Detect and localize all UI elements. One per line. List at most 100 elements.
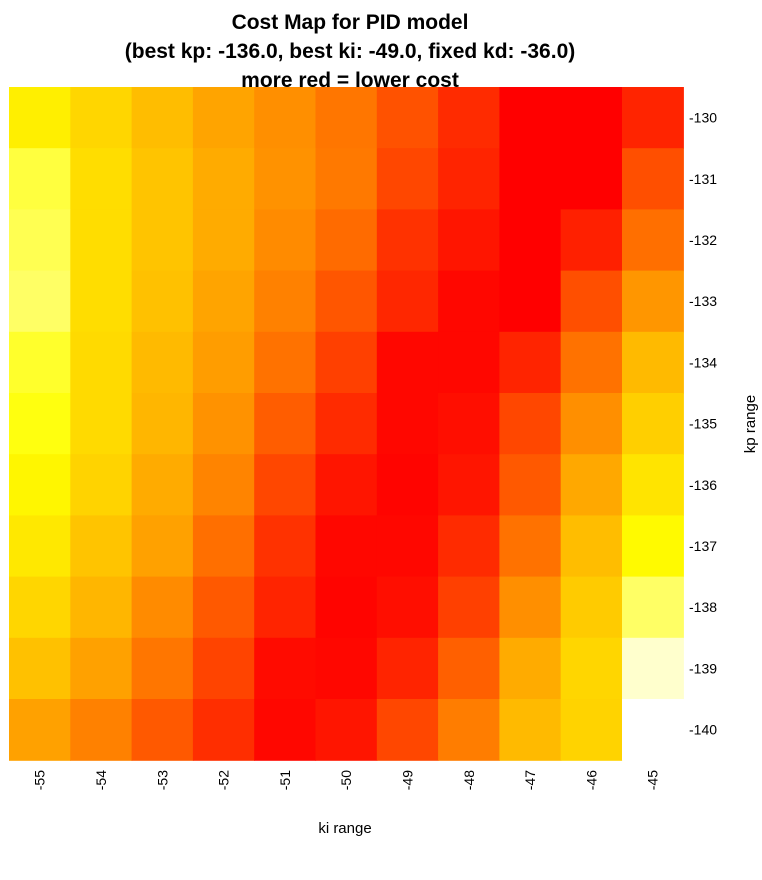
y-tick-label: -136 <box>689 477 717 493</box>
heatmap-cell <box>560 331 623 394</box>
heatmap-cell <box>438 87 500 149</box>
y-tick-label: -132 <box>689 232 717 248</box>
heatmap-cell <box>315 699 378 761</box>
heatmap-cell <box>438 270 500 333</box>
heatmap-cell <box>622 454 684 516</box>
heatmap-cell <box>560 393 623 455</box>
heatmap-cell <box>560 270 623 333</box>
x-tick-label: -55 <box>32 770 48 790</box>
heatmap-cell <box>9 699 71 761</box>
heatmap-cell <box>438 209 500 272</box>
heatmap-cell <box>622 393 684 455</box>
heatmap-cell <box>254 393 317 455</box>
heatmap-cell <box>376 454 439 516</box>
heatmap-cell <box>315 637 378 700</box>
heatmap-cell <box>192 209 255 272</box>
heatmap-cell <box>254 331 317 394</box>
heatmap-cell <box>70 515 133 578</box>
x-tick-label: -48 <box>461 770 477 790</box>
heatmap-cell <box>622 515 684 578</box>
heatmap-cell <box>131 393 194 455</box>
heatmap-cell <box>9 270 71 333</box>
heatmap-cell <box>192 454 255 516</box>
heatmap-cell <box>315 454 378 516</box>
heatmap-cell <box>315 209 378 272</box>
heatmap-cell <box>376 699 439 761</box>
heatmap-cell <box>376 209 439 272</box>
heatmap-cell <box>192 393 255 455</box>
heatmap-cell <box>376 393 439 455</box>
heatmap-cell <box>254 637 317 700</box>
heatmap-cell <box>560 637 623 700</box>
heatmap-cell <box>438 515 500 578</box>
heatmap-cell <box>9 637 71 700</box>
heatmap-cell <box>70 331 133 394</box>
heatmap-cell <box>560 454 623 516</box>
heatmap-cell <box>376 576 439 639</box>
heatmap-cell <box>192 270 255 333</box>
heatmap-cell <box>70 270 133 333</box>
heatmap-cell <box>131 515 194 578</box>
heatmap-cell <box>376 331 439 394</box>
heatmap-cell <box>499 515 562 578</box>
x-axis-label: ki range <box>318 820 371 837</box>
heatmap-cell <box>560 148 623 210</box>
heatmap-cell <box>254 87 317 149</box>
heatmap-cell <box>254 270 317 333</box>
heatmap-cell <box>499 209 562 272</box>
heatmap-cell <box>131 270 194 333</box>
heatmap-cell <box>438 699 500 761</box>
heatmap-cell <box>131 331 194 394</box>
y-tick-label: -133 <box>689 293 717 309</box>
heatmap-cell <box>438 576 500 639</box>
y-tick-label: -137 <box>689 538 717 554</box>
heatmap-cell <box>499 87 562 149</box>
chart-title-line-1: Cost Map for PID model <box>231 11 469 34</box>
heatmap-cell <box>622 637 684 700</box>
heatmap-cell <box>376 148 439 210</box>
heatmap-cell <box>192 699 255 761</box>
heatmap-cell <box>622 87 684 149</box>
heatmap-cell <box>499 637 562 700</box>
heatmap-cell <box>315 393 378 455</box>
heatmap-cell <box>131 209 194 272</box>
x-tick-label: -46 <box>583 770 599 790</box>
heatmap-cell <box>499 148 562 210</box>
heatmap-cell <box>9 576 71 639</box>
heatmap-cell <box>622 148 684 210</box>
heatmap-cell <box>70 393 133 455</box>
x-tick-label: -45 <box>645 770 661 790</box>
heatmap-cell <box>9 209 71 272</box>
heatmap-cell <box>560 209 623 272</box>
heatmap-cell <box>376 637 439 700</box>
heatmap-cell <box>70 699 133 761</box>
heatmap-cell <box>9 393 71 455</box>
y-tick-label: -140 <box>689 722 717 738</box>
x-tick-label: -51 <box>277 770 293 790</box>
heatmap-cell <box>438 331 500 394</box>
heatmap-cell <box>499 576 562 639</box>
heatmap-cell <box>70 209 133 272</box>
heatmap-cell <box>376 270 439 333</box>
y-tick-label: -134 <box>689 354 717 370</box>
heatmap-cell <box>131 148 194 210</box>
heatmap-cells <box>9 87 684 761</box>
y-tick-label: -138 <box>689 599 717 615</box>
heatmap-cell <box>376 515 439 578</box>
heatmap-cell <box>499 270 562 333</box>
heatmap-cell <box>315 148 378 210</box>
heatmap-cell <box>192 637 255 700</box>
heatmap-cell <box>254 576 317 639</box>
y-axis-label: kp range <box>742 395 759 453</box>
heatmap-cell <box>315 331 378 394</box>
heatmap-cell <box>622 270 684 333</box>
heatmap-cell <box>254 515 317 578</box>
heatmap-cell <box>254 699 317 761</box>
heatmap-cell <box>192 515 255 578</box>
y-tick-label: -131 <box>689 171 717 187</box>
x-tick-label: -53 <box>154 770 170 790</box>
heatmap-cell <box>376 87 439 149</box>
x-tick-label: -50 <box>338 770 354 790</box>
chart-title-line-2: (best kp: -136.0, best ki: -49.0, fixed … <box>124 40 576 63</box>
